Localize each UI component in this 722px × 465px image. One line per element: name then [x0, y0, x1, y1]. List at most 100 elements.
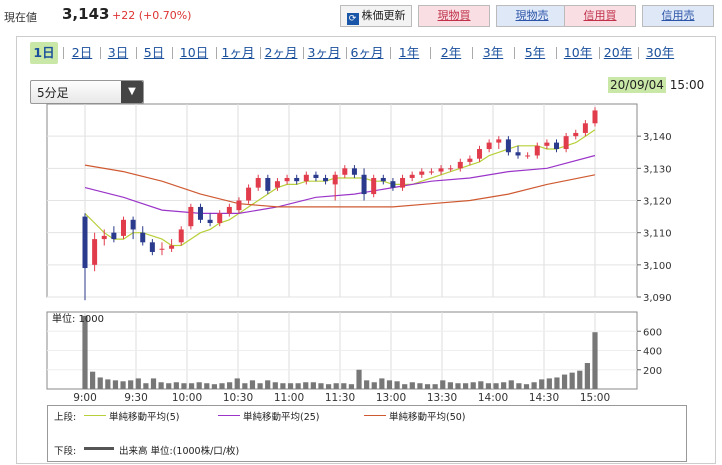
volume-bar [295, 383, 301, 389]
chart-panel [16, 36, 716, 464]
volume-bar [424, 384, 431, 389]
y-tick-label: 3,110 [643, 229, 672, 240]
volume-bar [531, 382, 537, 389]
volume-tick-label: 400 [643, 347, 662, 358]
candle-body [361, 174, 367, 195]
margin-sell-button[interactable]: 信用売 [642, 5, 714, 27]
current-price: 3,143 [62, 5, 110, 23]
candle-body [303, 174, 309, 182]
volume-bar [280, 383, 286, 389]
volume-bar [97, 377, 103, 389]
volume-bar [188, 383, 195, 389]
x-tick-label: 10:30 [223, 392, 253, 404]
candle-body [342, 168, 348, 175]
tab-20y[interactable]: 20年 [603, 45, 633, 60]
candle-body [332, 174, 338, 185]
volume-bar [265, 380, 271, 389]
refresh-price-button[interactable]: ⟳ 株価更新 [340, 5, 412, 27]
volume-bar [371, 382, 377, 389]
margin-buy-button[interactable]: 信用買 [564, 5, 636, 27]
volume-bar [120, 381, 126, 389]
volume-bar [569, 372, 575, 389]
volume-bar [348, 384, 355, 389]
volume-bar [242, 383, 248, 389]
candle-body [130, 219, 136, 230]
spot-sell-button[interactable]: 現物売 [496, 5, 568, 27]
volume-bar [287, 383, 294, 389]
volume-bar [325, 384, 332, 389]
tab-10d[interactable]: 10日 [179, 45, 209, 60]
volume-bar [150, 378, 157, 389]
candle-body [92, 239, 98, 265]
candle-body [380, 177, 386, 182]
volume-bar [227, 382, 233, 389]
volume-bar [417, 383, 423, 389]
tab-5y[interactable]: 5年 [524, 45, 546, 60]
tab-2d[interactable]: 2日 [71, 45, 93, 60]
spot-buy-button[interactable]: 現物買 [418, 5, 490, 27]
candle-body [496, 139, 502, 143]
candle-body [140, 232, 146, 243]
tab-1m[interactable]: 1ヶ月 [221, 45, 255, 60]
candle-body [467, 158, 473, 162]
interval-select-value: 5分足 [37, 86, 69, 100]
interval-select[interactable]: 5分足 ▼ [30, 80, 144, 104]
candle-body [351, 168, 357, 175]
volume-bar [257, 383, 263, 389]
volume-bar [485, 383, 492, 389]
tab-2m[interactable]: 2ヶ月 [264, 45, 298, 60]
volume-bar [310, 382, 316, 389]
price-change: +22 (+0.70%) [112, 9, 192, 22]
volume-bar [128, 380, 134, 389]
x-tick-label: 13:00 [376, 392, 406, 404]
tab-1y[interactable]: 1年 [398, 45, 420, 60]
candle-body [274, 181, 280, 188]
tab-1d[interactable]: 1日 [30, 42, 58, 64]
volume-bar [379, 378, 385, 389]
volume-bar [249, 380, 256, 389]
volume-bar [455, 383, 461, 389]
x-tick-label: 13:30 [427, 392, 457, 404]
candle-body [515, 152, 521, 156]
tab-10y[interactable]: 10年 [563, 45, 593, 60]
chevron-down-icon[interactable]: ▼ [121, 81, 143, 103]
tab-30y[interactable]: 30年 [645, 45, 675, 60]
legend-ma50: 単純移動平均(50) [389, 412, 466, 423]
legend-swatch-ma5 [84, 415, 106, 416]
volume-bar [402, 384, 408, 389]
chart-date: 20/09/04 [608, 77, 666, 93]
tab-3m[interactable]: 3ヶ月 [307, 45, 341, 60]
x-tick-label: 11:00 [274, 392, 304, 404]
volume-bar [539, 379, 545, 389]
volume-bar [386, 380, 393, 389]
volume-bar [105, 379, 111, 389]
legend-ma5: 単純移動平均(5) [109, 412, 180, 423]
candle-body [505, 139, 511, 153]
tab-2y[interactable]: 2年 [440, 45, 462, 60]
tab-5d[interactable]: 5日 [143, 45, 165, 60]
y-tick-label: 3,090 [643, 293, 672, 304]
candle-body [544, 142, 550, 146]
tab-3y[interactable]: 3年 [482, 45, 504, 60]
candle-body [371, 177, 377, 195]
candle-body [438, 168, 444, 172]
candle-body [207, 219, 213, 224]
chart-time: 15:00 [669, 78, 705, 92]
candle-body [149, 242, 155, 252]
volume-bar [211, 384, 218, 389]
y-tick-label: 3,100 [643, 261, 672, 272]
x-tick-label: 11:30 [325, 392, 355, 404]
candle-body [582, 123, 588, 133]
refresh-label: 株価更新 [361, 9, 406, 22]
tab-6m[interactable]: 6ヶ月 [350, 45, 384, 60]
tab-3d[interactable]: 3日 [107, 45, 129, 60]
volume-bar [409, 382, 415, 389]
legend-lower-label: 下段: [54, 446, 77, 457]
candle-body [188, 206, 194, 227]
volume-bar [303, 382, 309, 389]
candle-body [554, 142, 560, 150]
price-chart: 9:00 9:30 10:00 10:30 11:00 11:30 13:00 13:30 14… [46, 103, 672, 404]
volume-bar [234, 378, 240, 389]
volume-bar [470, 382, 476, 389]
volume-bar [196, 382, 202, 389]
